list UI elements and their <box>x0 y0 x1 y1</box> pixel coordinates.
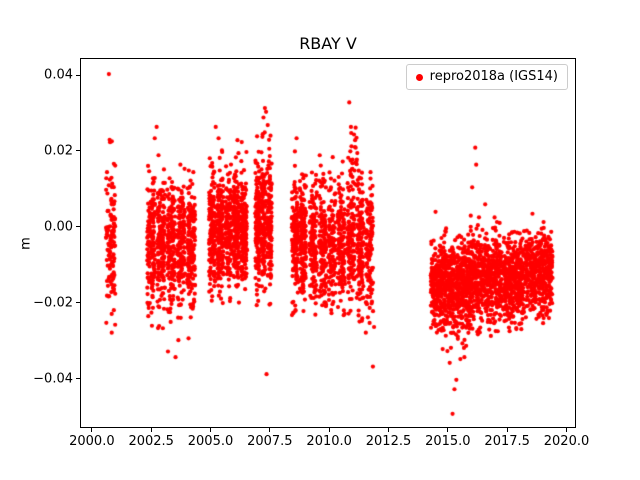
x-axis-tick-mark <box>150 428 152 432</box>
y-axis-tick-label: −0.02 <box>33 295 73 311</box>
x-axis-tick-label: 2015.0 <box>425 434 471 449</box>
x-axis-tick-mark <box>269 428 271 432</box>
x-axis-tick-label: 2017.5 <box>484 434 530 449</box>
scatter-points-canvas <box>81 59 575 427</box>
x-axis-tick-mark <box>328 428 330 432</box>
x-axis-tick-label: 2002.5 <box>128 434 174 449</box>
legend-marker-dot <box>415 73 423 81</box>
y-axis-label: m <box>18 237 34 250</box>
y-axis-tick-label: 0.02 <box>44 143 73 159</box>
x-axis-tick-mark <box>91 428 93 432</box>
y-axis-tick-label: 0.00 <box>44 219 73 235</box>
y-axis-tick-mark <box>76 302 80 304</box>
x-axis-tick-label: 2010.0 <box>306 434 352 449</box>
x-axis-tick-mark <box>566 428 567 432</box>
x-axis-tick-mark <box>388 428 390 432</box>
x-axis-tick-label: 2012.5 <box>365 434 412 449</box>
x-axis-tick-label: 2005.0 <box>187 434 234 449</box>
y-axis-tick-mark <box>76 150 80 152</box>
chart-title: RBAY V <box>299 34 357 53</box>
x-axis-tick-label: 2020.0 <box>543 434 590 449</box>
x-axis-tick-label: 2000.0 <box>69 434 115 449</box>
y-axis-tick-label: −0.04 <box>33 371 73 387</box>
y-axis-tick-label: 0.04 <box>44 67 73 83</box>
x-axis-tick-label: 2007.5 <box>247 434 293 449</box>
legend: repro2018a (IGS14) <box>405 64 568 90</box>
legend-label: repro2018a (IGS14) <box>429 69 558 84</box>
x-axis-tick-mark <box>447 428 449 432</box>
y-axis-tick-mark <box>76 226 80 228</box>
x-axis-tick-mark <box>506 428 508 432</box>
y-axis-tick-mark <box>76 74 80 76</box>
y-axis-tick-mark <box>76 378 80 380</box>
x-axis-tick-mark <box>210 428 212 432</box>
plot-area: repro2018a (IGS14) <box>80 58 576 428</box>
